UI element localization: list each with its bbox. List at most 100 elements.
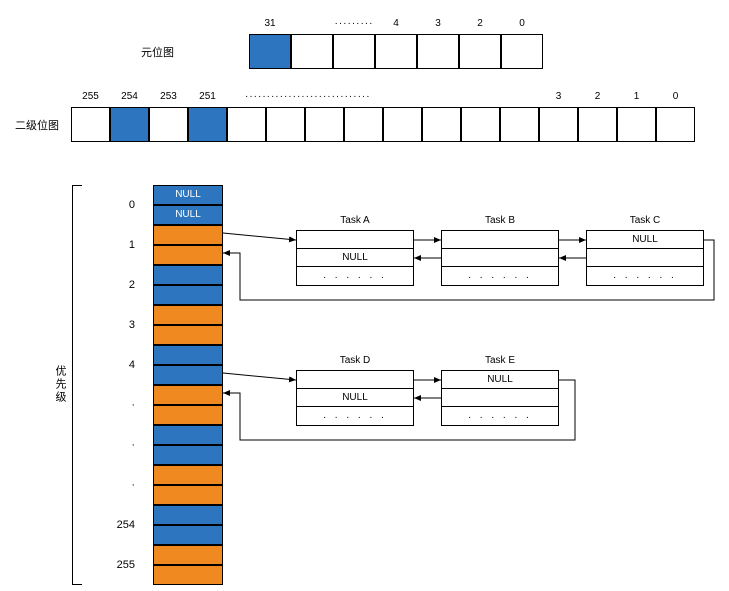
- second-bitmap-label: 254: [110, 91, 149, 102]
- second-bitmap-cell: [656, 107, 695, 142]
- task-b: Task B . . . . . .: [441, 215, 559, 286]
- second-bitmap-cell: [188, 107, 227, 142]
- meta-label: 2: [459, 18, 501, 29]
- second-bitmap-label: 251: [188, 91, 227, 102]
- task-title: Task E: [441, 355, 559, 366]
- task-prev-ptr: NULL: [297, 389, 413, 407]
- task-dots: . . . . . .: [442, 267, 558, 285]
- second-bitmap-cell: [110, 107, 149, 142]
- second-bitmap-cell: [71, 107, 110, 142]
- priority-label: ·: [108, 425, 143, 465]
- meta-bitmap-cell: [417, 34, 459, 69]
- second-bitmap-label: 3: [539, 91, 578, 102]
- meta-bitmap-cell: [333, 34, 375, 69]
- second-bitmap-label: 0: [656, 91, 695, 102]
- second-bitmap-label: 1: [617, 91, 656, 102]
- priority-cell: NULL: [153, 205, 223, 225]
- priority-label: ·: [108, 385, 143, 425]
- priority-cell: [153, 225, 223, 245]
- brace-icon: [72, 185, 82, 585]
- priority-cell: [153, 305, 223, 325]
- second-bitmap-cell: [227, 107, 266, 142]
- priority-cell: [153, 565, 223, 585]
- task-prev-ptr: NULL: [297, 249, 413, 267]
- priority-label: 255: [108, 545, 143, 585]
- second-bitmap-label: 253: [149, 91, 188, 102]
- second-bitmap-cell: [461, 107, 500, 142]
- priority-cell: [153, 485, 223, 505]
- task-next-ptr: [297, 371, 413, 389]
- second-bitmap-label: [422, 91, 461, 102]
- task-dots: . . . . . .: [297, 267, 413, 285]
- meta-bitmap-cell: [249, 34, 291, 69]
- second-bitmap-label: 2: [578, 91, 617, 102]
- task-dots: . . . . . .: [297, 407, 413, 425]
- meta-label: 31: [249, 18, 291, 29]
- task-prev-ptr: [442, 249, 558, 267]
- meta-label: 4: [375, 18, 417, 29]
- task-title: Task C: [586, 215, 704, 226]
- meta-bitmap-title: 元位图: [141, 44, 174, 60]
- task-title: Task D: [296, 355, 414, 366]
- task-title: Task B: [441, 215, 559, 226]
- priority-cell: [153, 545, 223, 565]
- priority-cell: [153, 285, 223, 305]
- second-bitmap-cell: [305, 107, 344, 142]
- priority-label: 0: [108, 185, 143, 225]
- meta-bitmap-row: [249, 34, 543, 69]
- priority-cell: [153, 445, 223, 465]
- task-c: Task C NULL . . . . . .: [586, 215, 704, 286]
- task-d: Task D NULL . . . . . .: [296, 355, 414, 426]
- meta-ellipsis: ·········: [333, 18, 375, 29]
- priority-label: 4: [108, 345, 143, 385]
- second-bitmap-cell: [266, 107, 305, 142]
- priority-cell: [153, 345, 223, 365]
- priority-label: 1: [108, 225, 143, 265]
- second-bitmap-label: [461, 91, 500, 102]
- priority-cell: [153, 465, 223, 485]
- priority-cell: [153, 385, 223, 405]
- priority-labels: 01234···254255: [108, 185, 143, 585]
- second-bitmap-label: 255: [71, 91, 110, 102]
- second-bitmap-cell: [500, 107, 539, 142]
- priority-cell: [153, 525, 223, 545]
- meta-label: 3: [417, 18, 459, 29]
- priority-cell: [153, 405, 223, 425]
- meta-bitmap-cell: [459, 34, 501, 69]
- second-bitmap-title: 二级位图: [15, 117, 59, 133]
- priority-cell: [153, 425, 223, 445]
- task-prev-ptr: [442, 389, 558, 407]
- meta-bitmap-cell: [375, 34, 417, 69]
- task-next-ptr: NULL: [587, 231, 703, 249]
- second-bitmap-cell: [422, 107, 461, 142]
- task-a: Task A NULL . . . . . .: [296, 215, 414, 286]
- meta-bitmap-cell: [291, 34, 333, 69]
- priority-label: 2: [108, 265, 143, 305]
- meta-bitmap-labels-row: 31 ········· 4 3 2 0: [249, 18, 543, 29]
- task-title: Task A: [296, 215, 414, 226]
- meta-label: 0: [501, 18, 543, 29]
- task-dots: . . . . . .: [442, 407, 558, 425]
- second-bitmap-cell: [539, 107, 578, 142]
- priority-cell: [153, 365, 223, 385]
- priority-cell: [153, 245, 223, 265]
- priority-cell: NULL: [153, 185, 223, 205]
- priority-cell: [153, 505, 223, 525]
- second-bitmap-cell: [344, 107, 383, 142]
- priority-label: 3: [108, 305, 143, 345]
- second-bitmap-cell: [578, 107, 617, 142]
- second-bitmap-cell: [149, 107, 188, 142]
- second-bitmap-labels-row: 255254253251 3210: [71, 91, 695, 102]
- task-prev-ptr: [587, 249, 703, 267]
- priority-cell: [153, 265, 223, 285]
- meta-label: [291, 18, 333, 29]
- second-bitmap-cell: [383, 107, 422, 142]
- task-next-ptr: [297, 231, 413, 249]
- meta-bitmap-cell: [501, 34, 543, 69]
- priority-axis-label: 优先级: [52, 365, 68, 404]
- second-bitmap-row: [71, 107, 695, 142]
- task-next-ptr: NULL: [442, 371, 558, 389]
- second-bitmap-cell: [617, 107, 656, 142]
- task-dots: . . . . . .: [587, 267, 703, 285]
- priority-label: 254: [108, 505, 143, 545]
